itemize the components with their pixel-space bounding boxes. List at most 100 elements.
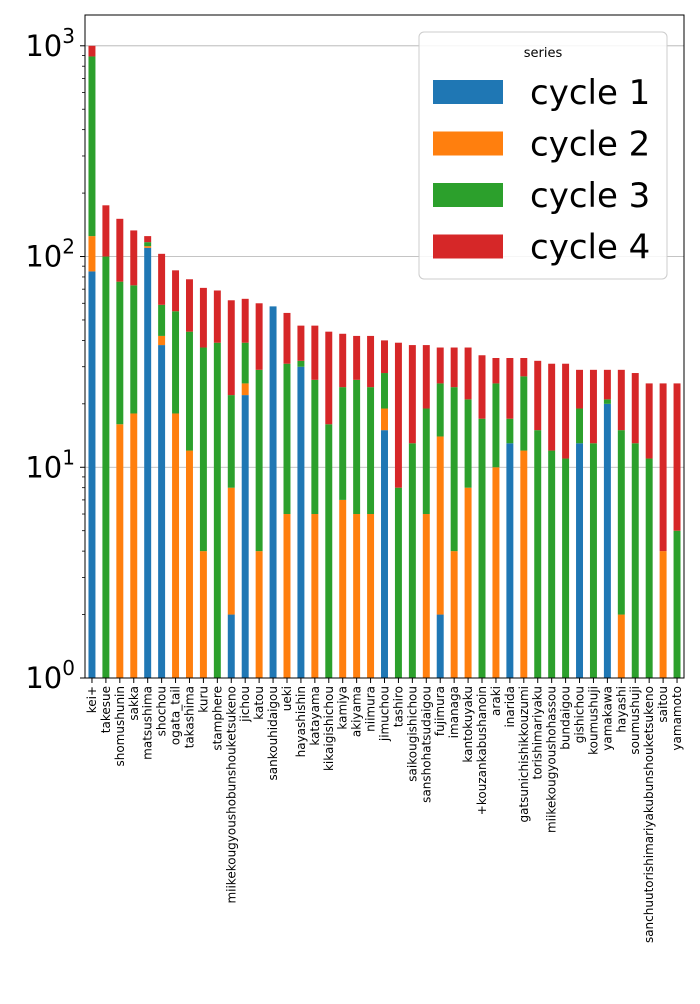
bar-segment-cycle-4 bbox=[589, 369, 597, 444]
x-tick-label: kantokuyaku bbox=[461, 686, 475, 763]
bar-segment-cycle-3 bbox=[241, 342, 249, 384]
bar-segment-cycle-3 bbox=[255, 369, 263, 552]
bar-segment-cycle-3 bbox=[576, 408, 584, 444]
bar-segment-cycle-4 bbox=[631, 373, 639, 444]
legend-label: cycle 2 bbox=[530, 125, 650, 165]
bar-segment-cycle-1 bbox=[506, 443, 514, 678]
bar-segment-cycle-3 bbox=[297, 360, 305, 367]
x-tick-label: koumushuji bbox=[586, 686, 600, 755]
y-tick-label-base: 10 bbox=[25, 450, 62, 484]
legend-label: cycle 4 bbox=[530, 228, 650, 268]
bar-segment-cycle-2 bbox=[158, 335, 166, 346]
bar-segment-cycle-3 bbox=[394, 487, 402, 678]
bar-segment-cycle-4 bbox=[659, 383, 667, 552]
bar-segment-cycle-4 bbox=[213, 290, 221, 343]
bar-segment-cycle-2 bbox=[381, 408, 388, 431]
x-tick-label: jimuchou bbox=[378, 686, 392, 742]
bar-segment-cycle-2 bbox=[436, 436, 444, 615]
bar-segment-cycle-4 bbox=[158, 253, 166, 305]
bar-segment-cycle-4 bbox=[450, 347, 458, 388]
bar-segment-cycle-4 bbox=[603, 369, 611, 400]
x-tick-label: sanshohatsudaigou bbox=[419, 686, 433, 803]
bar-segment-cycle-3 bbox=[116, 281, 124, 425]
bar-segment-cycle-4 bbox=[325, 331, 333, 425]
bar-segment-cycle-4 bbox=[464, 347, 472, 400]
bar-segment-cycle-2 bbox=[88, 236, 96, 272]
bar-segment-cycle-4 bbox=[673, 383, 681, 531]
bar-segment-cycle-2 bbox=[311, 514, 319, 678]
bar-segment-cycle-3 bbox=[506, 418, 514, 444]
bar-segment-cycle-4 bbox=[172, 270, 180, 312]
bar-segment-cycle-1 bbox=[436, 614, 444, 678]
x-tick-label: ogata_tail bbox=[169, 686, 183, 745]
x-tick-label: kamiya bbox=[336, 686, 350, 730]
bar-segment-cycle-3 bbox=[199, 347, 207, 552]
x-tick-label: hayashi bbox=[614, 686, 628, 733]
bar-segment-cycle-2 bbox=[464, 487, 472, 678]
y-tick-label-exponent: 1 bbox=[62, 445, 75, 469]
bar-segment-cycle-3 bbox=[589, 443, 597, 678]
x-tick-label: torishimariyaku bbox=[531, 686, 545, 779]
x-tick-label: soumushuji bbox=[628, 686, 642, 755]
bar-segment-cycle-3 bbox=[548, 450, 556, 678]
x-tick-label: katayama bbox=[308, 686, 322, 746]
bar-segment-cycle-4 bbox=[617, 369, 625, 431]
bar-segment-cycle-3 bbox=[645, 458, 653, 678]
bar-segment-cycle-2 bbox=[185, 450, 193, 678]
y-tick-label-base: 10 bbox=[25, 661, 62, 695]
x-tick-label: takashima bbox=[182, 686, 196, 748]
bar-segment-cycle-4 bbox=[297, 325, 305, 361]
bar-segment-cycle-2 bbox=[283, 514, 291, 678]
bar-segment-cycle-2 bbox=[227, 487, 235, 615]
bar-segment-cycle-3 bbox=[492, 383, 500, 468]
bar-segment-cycle-4 bbox=[185, 279, 193, 332]
bar-segment-cycle-3 bbox=[631, 443, 639, 678]
bar-segment-cycle-3 bbox=[311, 379, 319, 515]
x-tick-label: sakka bbox=[127, 686, 141, 721]
y-tick-label: 100 bbox=[25, 656, 75, 695]
bar-segment-cycle-3 bbox=[408, 443, 416, 678]
bar-segment-cycle-3 bbox=[381, 373, 388, 409]
bar-segment-cycle-3 bbox=[562, 458, 570, 678]
x-tick-label: shochou bbox=[155, 686, 169, 736]
bar-segment-cycle-4 bbox=[130, 230, 138, 286]
legend-label: cycle 3 bbox=[530, 176, 650, 216]
bar-segment-cycle-2 bbox=[130, 413, 138, 678]
x-tick-label: saikougishichou bbox=[405, 686, 419, 782]
bar-segment-cycle-3 bbox=[436, 383, 444, 437]
bar-segment-cycle-4 bbox=[255, 303, 263, 370]
bar-segment-cycle-2 bbox=[450, 551, 458, 678]
legend-swatch bbox=[433, 131, 503, 156]
x-tick-label: +kouzankabushanoin bbox=[475, 686, 489, 815]
bar-segment-cycle-4 bbox=[520, 357, 528, 377]
bar-segment-cycle-4 bbox=[199, 287, 207, 348]
x-tick-label: matsushima bbox=[141, 686, 155, 760]
bar-segment-cycle-4 bbox=[422, 345, 430, 409]
bar-segment-cycle-2 bbox=[241, 383, 249, 396]
bar-segment-cycle-3 bbox=[325, 424, 333, 678]
bar-segment-cycle-4 bbox=[645, 383, 653, 459]
x-tick-label: akiyama bbox=[350, 686, 364, 737]
bar-segment-cycle-2 bbox=[255, 551, 263, 678]
bar-segment-cycle-4 bbox=[283, 312, 291, 364]
x-tick-label: ueki bbox=[280, 686, 294, 711]
x-tick-label: takesue bbox=[99, 686, 113, 733]
x-tick-label: kuru bbox=[196, 686, 210, 713]
x-tick-label: sankouhidaigou bbox=[266, 686, 280, 781]
bar-segment-cycle-1 bbox=[269, 306, 277, 678]
bar-segment-cycle-3 bbox=[673, 530, 681, 678]
y-tick-label: 103 bbox=[25, 24, 75, 63]
bar-segment-cycle-3 bbox=[158, 304, 166, 336]
bar-segment-cycle-4 bbox=[394, 342, 402, 488]
bar-segment-cycle-2 bbox=[520, 450, 528, 678]
bar-segment-cycle-4 bbox=[436, 347, 444, 384]
bar-segment-cycle-4 bbox=[492, 357, 500, 384]
bar-segment-cycle-4 bbox=[227, 300, 235, 396]
bar-segment-cycle-4 bbox=[144, 236, 152, 243]
bar-segment-cycle-3 bbox=[617, 430, 625, 615]
y-tick-label-exponent: 0 bbox=[62, 656, 75, 680]
x-tick-label: yamamoto bbox=[670, 686, 684, 751]
x-tick-label: hayashishin bbox=[294, 686, 308, 757]
bar-segment-cycle-3 bbox=[185, 331, 193, 451]
